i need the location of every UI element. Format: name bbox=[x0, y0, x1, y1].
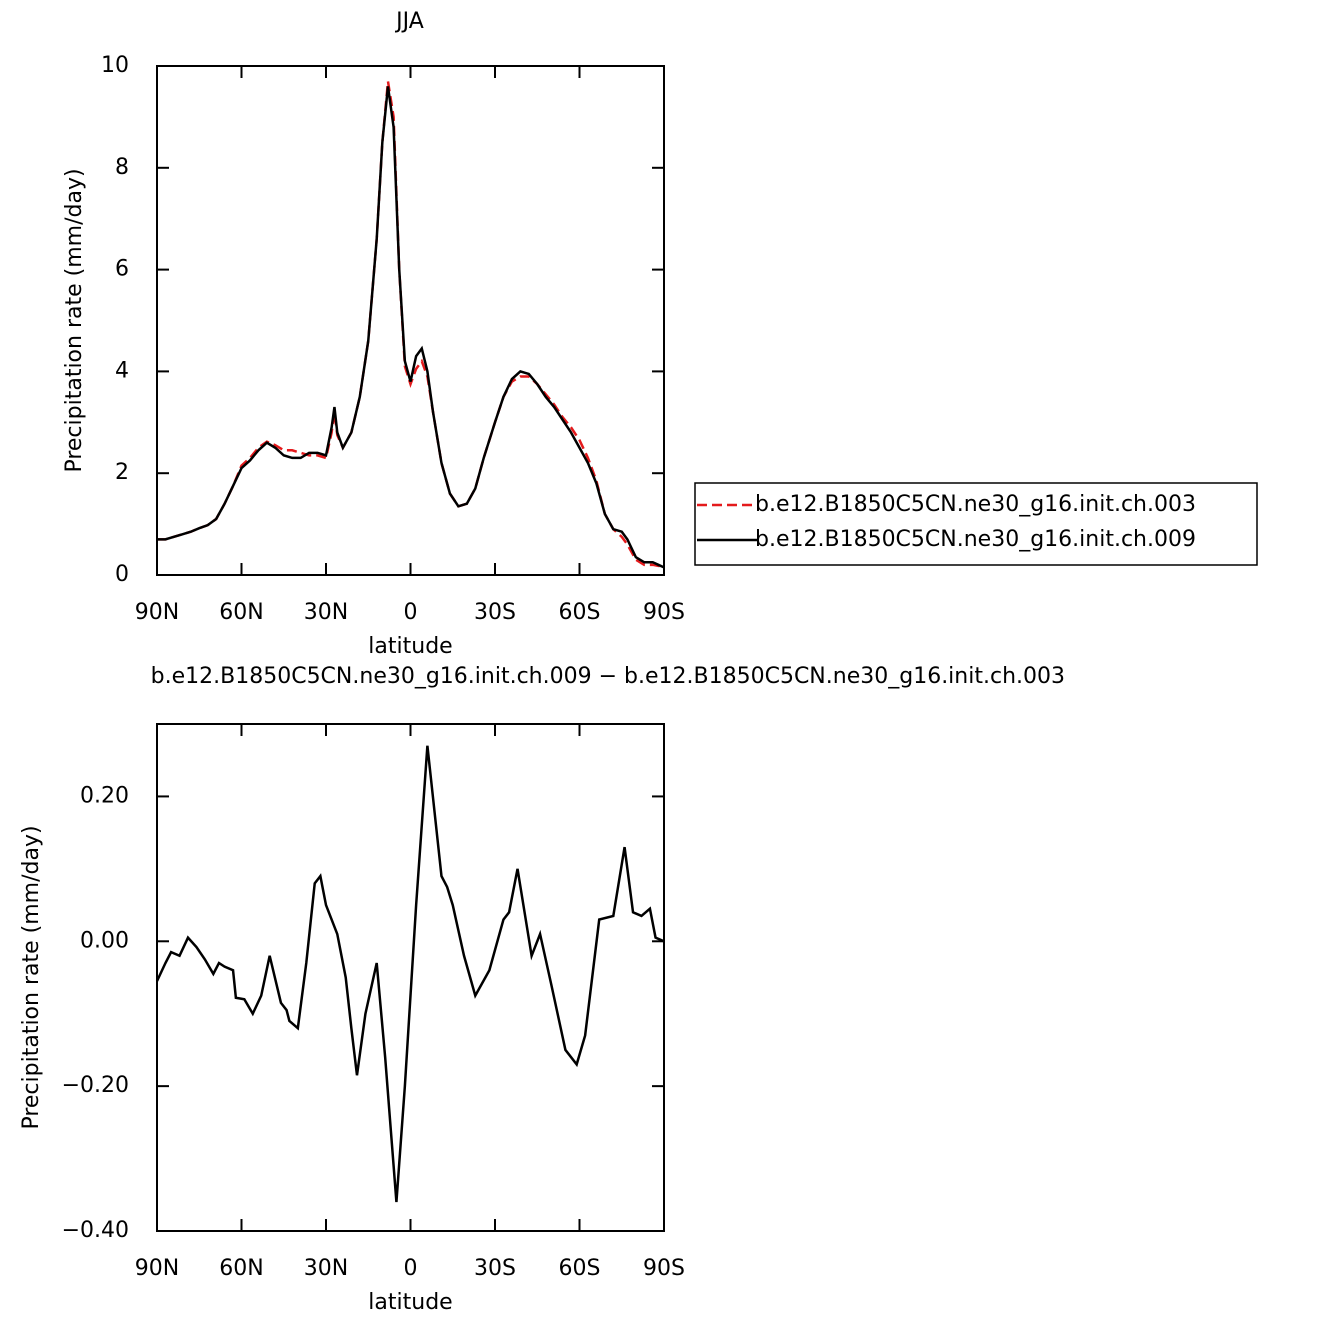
x-tick-label: 90S bbox=[643, 1256, 685, 1281]
x-tick-label: 60N bbox=[219, 600, 263, 625]
x-tick-label: 90N bbox=[135, 1256, 179, 1281]
x-tick-label: 30N bbox=[304, 1256, 348, 1281]
y-tick-label: 2 bbox=[115, 460, 129, 485]
x-tick-label: 90S bbox=[643, 600, 685, 625]
y-axis-label: Precipitation rate (mm/day) bbox=[19, 825, 44, 1129]
y-tick-label: 0.20 bbox=[80, 783, 129, 808]
x-axis-label: latitude bbox=[368, 634, 452, 659]
legend-label: b.e12.B1850C5CN.ne30_g16.init.ch.003 bbox=[755, 492, 1196, 517]
series-line bbox=[155, 745, 665, 1203]
legend-label: b.e12.B1850C5CN.ne30_g16.init.ch.009 bbox=[755, 527, 1196, 552]
plot-frame bbox=[156, 65, 665, 576]
series-line bbox=[157, 86, 665, 569]
y-tick-label: 6 bbox=[115, 257, 129, 282]
y-tick-label: −0.20 bbox=[62, 1073, 129, 1098]
y-tick-label: 0.00 bbox=[80, 928, 129, 953]
x-tick-label: 30S bbox=[474, 600, 516, 625]
plot-frame bbox=[156, 723, 665, 1232]
x-tick-label: 60N bbox=[219, 1256, 263, 1281]
x-tick-label: 0 bbox=[404, 600, 418, 625]
x-tick-label: 90N bbox=[135, 600, 179, 625]
y-axis-label: Precipitation rate (mm/day) bbox=[62, 168, 87, 472]
x-tick-label: 30S bbox=[474, 1256, 516, 1281]
x-axis-label: latitude bbox=[368, 1290, 452, 1315]
series-line bbox=[157, 81, 665, 569]
y-tick-label: 4 bbox=[115, 358, 129, 383]
x-tick-label: 0 bbox=[404, 1256, 418, 1281]
legend-box bbox=[694, 482, 1258, 566]
y-tick-label: 0 bbox=[115, 562, 129, 587]
y-tick-label: 10 bbox=[101, 53, 129, 78]
chart-title: JJA bbox=[394, 9, 424, 34]
x-tick-label: 30N bbox=[304, 600, 348, 625]
y-tick-label: 8 bbox=[115, 155, 129, 180]
x-tick-label: 60S bbox=[559, 1256, 601, 1281]
y-tick-label: −0.40 bbox=[62, 1218, 129, 1243]
x-tick-label: 60S bbox=[559, 600, 601, 625]
chart-title: b.e12.B1850C5CN.ne30_g16.init.ch.009 − b… bbox=[151, 664, 1065, 689]
